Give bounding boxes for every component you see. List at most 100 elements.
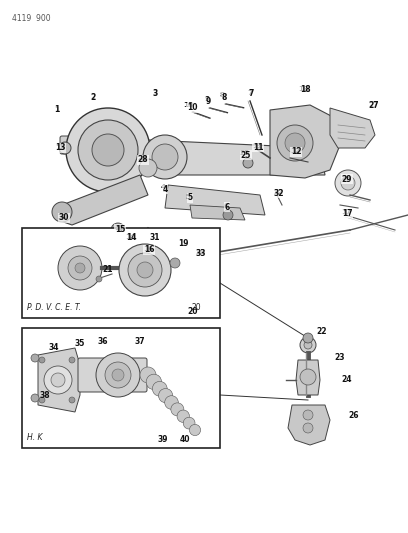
Text: 29: 29 xyxy=(342,174,352,183)
Circle shape xyxy=(152,144,178,170)
Circle shape xyxy=(68,256,92,280)
Circle shape xyxy=(243,158,253,168)
Circle shape xyxy=(96,353,140,397)
Circle shape xyxy=(59,142,71,154)
Circle shape xyxy=(66,108,150,192)
Circle shape xyxy=(96,276,102,282)
Text: 12: 12 xyxy=(291,148,301,157)
Circle shape xyxy=(39,357,45,363)
Text: 32: 32 xyxy=(273,189,283,195)
Polygon shape xyxy=(190,205,245,220)
Text: 6: 6 xyxy=(224,203,230,212)
Circle shape xyxy=(171,403,184,416)
Circle shape xyxy=(137,262,153,278)
Circle shape xyxy=(341,176,355,190)
Circle shape xyxy=(31,354,39,362)
Circle shape xyxy=(189,424,201,435)
Text: 22: 22 xyxy=(317,327,327,336)
Text: 13: 13 xyxy=(55,145,65,151)
Text: 19: 19 xyxy=(178,238,188,247)
Circle shape xyxy=(304,341,312,349)
Text: 40: 40 xyxy=(180,435,190,445)
Text: 18: 18 xyxy=(298,86,308,92)
Circle shape xyxy=(143,135,187,179)
Text: 5: 5 xyxy=(187,193,193,203)
Circle shape xyxy=(152,381,167,396)
Text: 7: 7 xyxy=(248,90,254,99)
Circle shape xyxy=(44,366,72,394)
Circle shape xyxy=(128,253,162,287)
Text: 31: 31 xyxy=(150,232,160,241)
Text: 13: 13 xyxy=(55,143,65,152)
Circle shape xyxy=(140,367,156,383)
Text: 4: 4 xyxy=(160,184,166,190)
Polygon shape xyxy=(38,348,80,412)
Text: 23: 23 xyxy=(335,353,345,362)
Circle shape xyxy=(39,397,45,403)
Polygon shape xyxy=(330,108,375,148)
Bar xyxy=(22,328,220,448)
Text: P. D. V. C. E. T.: P. D. V. C. E. T. xyxy=(27,303,81,312)
Circle shape xyxy=(111,223,125,237)
Circle shape xyxy=(139,159,157,177)
Text: 11: 11 xyxy=(252,143,262,149)
Text: 10: 10 xyxy=(183,102,193,108)
Circle shape xyxy=(92,134,124,166)
Circle shape xyxy=(335,170,361,196)
Circle shape xyxy=(146,374,162,390)
Circle shape xyxy=(183,417,195,429)
Circle shape xyxy=(105,362,131,388)
Text: 9: 9 xyxy=(205,98,211,107)
Text: 14: 14 xyxy=(125,234,135,240)
Bar xyxy=(22,228,220,318)
Text: 28: 28 xyxy=(138,155,148,161)
Text: H. K: H. K xyxy=(27,433,42,442)
Text: 9: 9 xyxy=(204,96,210,102)
Text: 7: 7 xyxy=(248,90,253,96)
Text: 16: 16 xyxy=(143,246,153,252)
Circle shape xyxy=(31,394,39,402)
Circle shape xyxy=(58,246,102,290)
Text: 33: 33 xyxy=(196,248,206,257)
Circle shape xyxy=(165,395,178,409)
Text: 35: 35 xyxy=(75,340,85,349)
Text: 1: 1 xyxy=(55,107,60,113)
Text: 30: 30 xyxy=(59,214,69,222)
Text: 17: 17 xyxy=(341,209,351,215)
Text: 33: 33 xyxy=(195,249,205,255)
Text: 6: 6 xyxy=(224,203,228,209)
Text: 24: 24 xyxy=(342,376,352,384)
Text: 25: 25 xyxy=(241,150,251,159)
Text: 27: 27 xyxy=(369,101,379,110)
Circle shape xyxy=(223,210,233,220)
Circle shape xyxy=(303,410,313,420)
Text: 14: 14 xyxy=(126,233,136,243)
Text: 2: 2 xyxy=(91,94,95,100)
Circle shape xyxy=(69,357,75,363)
FancyBboxPatch shape xyxy=(60,136,110,154)
Circle shape xyxy=(285,133,305,153)
Text: 4119  900: 4119 900 xyxy=(12,14,51,23)
Text: 8: 8 xyxy=(220,92,224,98)
Text: 28: 28 xyxy=(137,156,149,165)
Text: 36: 36 xyxy=(98,336,108,345)
Text: 11: 11 xyxy=(253,142,263,151)
Circle shape xyxy=(277,125,313,161)
Text: 21: 21 xyxy=(103,265,113,274)
Circle shape xyxy=(303,423,313,433)
Polygon shape xyxy=(58,175,148,225)
Polygon shape xyxy=(296,360,320,395)
Circle shape xyxy=(144,250,152,258)
Text: 27: 27 xyxy=(368,102,378,108)
Text: 34: 34 xyxy=(49,343,59,352)
Text: 26: 26 xyxy=(349,410,359,419)
Text: 20: 20 xyxy=(188,308,198,317)
Circle shape xyxy=(112,369,124,381)
Circle shape xyxy=(69,397,75,403)
Circle shape xyxy=(300,337,316,353)
Text: 3: 3 xyxy=(152,88,157,98)
Text: 15: 15 xyxy=(114,225,124,231)
Text: 32: 32 xyxy=(274,189,284,198)
Circle shape xyxy=(78,120,138,180)
Text: 39: 39 xyxy=(158,435,168,445)
